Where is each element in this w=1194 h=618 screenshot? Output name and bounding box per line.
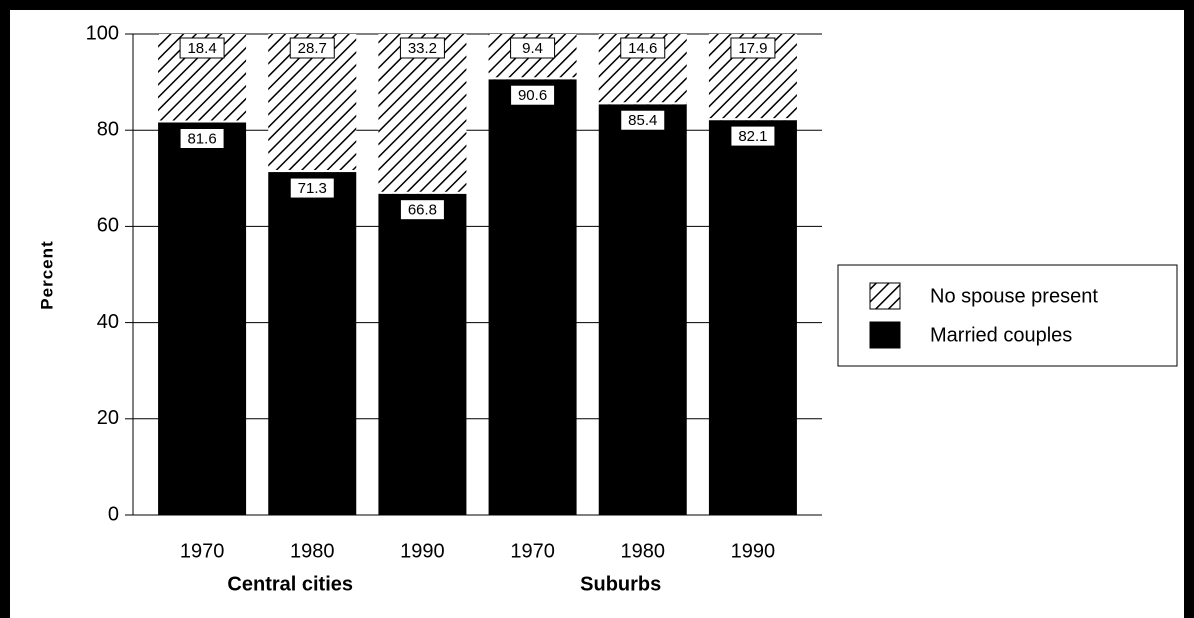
frame-left xyxy=(0,0,10,618)
legend-box xyxy=(837,264,1178,367)
x-tick-label: 1980 xyxy=(621,540,666,562)
value-label-box xyxy=(510,37,556,59)
bars xyxy=(158,34,797,516)
value-label-box xyxy=(510,84,556,106)
y-tick-label: 0 xyxy=(108,503,119,525)
bar-segment xyxy=(378,34,467,194)
value-label: 17.9 xyxy=(738,40,767,57)
value-label-box xyxy=(179,128,225,150)
bar-segment xyxy=(378,193,467,515)
value-label-box xyxy=(620,109,666,131)
legend-label: No spouse present xyxy=(930,285,1098,307)
value-label: 33.2 xyxy=(408,40,437,57)
group-label: Central cities xyxy=(227,573,353,595)
y-tick-label: 80 xyxy=(97,118,119,140)
value-label: 82.1 xyxy=(738,128,767,145)
y-tick-label: 60 xyxy=(97,215,119,237)
legend-swatch xyxy=(869,282,901,310)
frame-right xyxy=(1184,0,1194,618)
value-label: 18.4 xyxy=(187,40,216,57)
y-tick-label: 100 xyxy=(86,22,119,44)
value-label-box xyxy=(179,37,225,59)
bar-segment xyxy=(598,104,687,515)
value-label-box xyxy=(730,37,776,59)
labels: 1970 81.6 18.4 1980 71.3 28.7 1990 66.8 33.2 1970… xyxy=(179,37,776,595)
value-label-box xyxy=(399,199,445,221)
value-label-box xyxy=(620,37,666,59)
y-tick-label: 40 xyxy=(97,311,119,333)
frame-top xyxy=(0,0,1194,10)
value-label-box xyxy=(730,125,776,147)
value-label: 14.6 xyxy=(628,40,657,57)
x-tick-label: 1980 xyxy=(290,540,335,562)
x-tick-label: 1990 xyxy=(731,540,776,562)
group-label: Suburbs xyxy=(580,573,661,595)
value-label: 71.3 xyxy=(298,180,327,197)
value-label: 81.6 xyxy=(187,130,216,147)
value-label-box xyxy=(399,37,445,59)
grid: 0 20 40 60 80 100 xyxy=(86,22,822,525)
value-label: 90.6 xyxy=(518,87,547,104)
y-tick-label: 20 xyxy=(97,407,119,429)
bar-segment xyxy=(488,79,577,516)
legend-swatch xyxy=(869,321,901,349)
value-label: 28.7 xyxy=(298,40,327,57)
value-label: 66.8 xyxy=(408,202,437,219)
legend-label: Married couples xyxy=(930,324,1072,346)
x-tick-label: 1970 xyxy=(180,540,225,562)
legend: No spouse present Married couples xyxy=(837,264,1178,367)
value-label-box xyxy=(289,177,335,199)
y-axis-label: Percent xyxy=(37,240,56,309)
bar-segment xyxy=(708,120,797,515)
value-label: 9.4 xyxy=(522,40,543,57)
bar-segment xyxy=(158,122,247,515)
bar-segment xyxy=(268,172,357,515)
value-label: 85.4 xyxy=(628,112,657,129)
x-tick-label: 1990 xyxy=(400,540,445,562)
value-label-box xyxy=(289,37,335,59)
x-tick-label: 1970 xyxy=(510,540,555,562)
